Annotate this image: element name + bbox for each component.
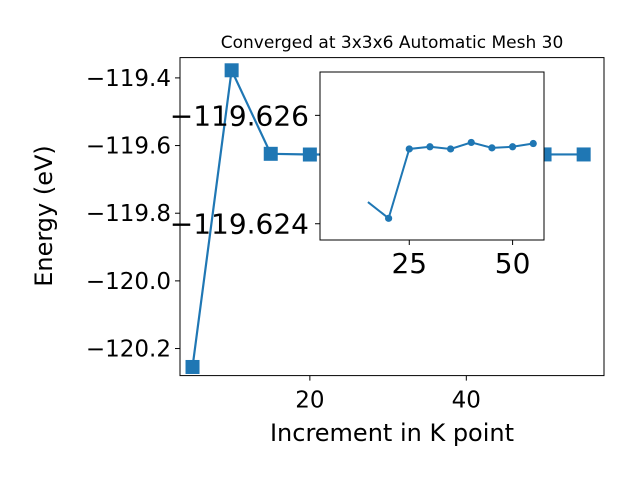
y-tick-label: −119.4 xyxy=(86,66,171,92)
inset-ticks: 25 50 −119.626 −119.624 xyxy=(170,99,531,280)
inset-plot: 25 50 −119.626 −119.624 xyxy=(170,71,545,280)
inset-axes-frame xyxy=(319,71,545,241)
inset-x-tick-label: 50 xyxy=(495,247,531,280)
data-point xyxy=(263,146,278,161)
y-tick-label: −120.2 xyxy=(86,337,171,363)
x-tick-label: 40 xyxy=(452,388,481,414)
inset-x-tick-label: 25 xyxy=(391,247,427,280)
main-ticks: 20 40 −119.4 −119.6 −119.8 −120.0 −120.2 xyxy=(86,66,481,414)
inset-data-point xyxy=(405,145,413,153)
x-axis-label: Increment in K point xyxy=(270,419,514,447)
inset-y-tick-label: −119.626 xyxy=(170,99,309,132)
inset-data-point xyxy=(446,145,455,153)
main-plot: 20 40 −119.4 −119.6 −119.8 −120.0 −120.2 xyxy=(86,57,605,414)
inset-data-point xyxy=(426,143,434,151)
inset-y-tick-label: −119.624 xyxy=(170,208,309,241)
inset-data-point xyxy=(529,139,537,148)
main-axes-frame xyxy=(179,57,605,377)
inset-data-point xyxy=(488,144,496,152)
chart-title: Converged at 3x3x6 Automatic Mesh 30 xyxy=(221,33,564,53)
inset-series xyxy=(367,138,537,222)
inset-data-point xyxy=(467,138,475,147)
data-point xyxy=(576,147,591,162)
inset-data-point xyxy=(385,214,393,222)
inset-data-point xyxy=(508,143,517,151)
y-axis-label: Energy (eV) xyxy=(30,145,58,287)
x-tick-label: 20 xyxy=(295,388,324,414)
y-tick-label: −119.6 xyxy=(86,134,171,160)
data-point xyxy=(302,147,317,162)
y-tick-label: −119.8 xyxy=(86,201,171,227)
data-point xyxy=(224,63,239,78)
y-tick-label: −120.0 xyxy=(86,269,171,295)
inset-background xyxy=(320,72,544,240)
data-point xyxy=(185,359,200,374)
